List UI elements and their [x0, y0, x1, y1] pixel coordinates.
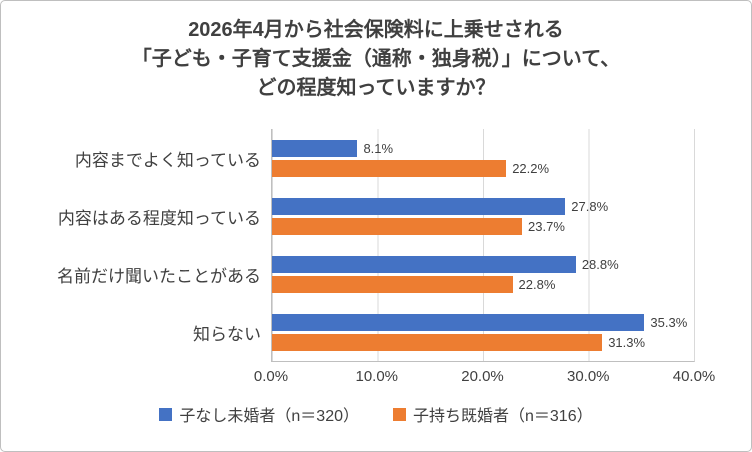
category-axis: 内容までよく知っている内容はある程度知っている 名前だけ聞いたことがある知らない — [1, 129, 271, 362]
category-label: 知らない — [193, 324, 261, 344]
chart-title: 2026年4月から社会保険料に上乗せされる 「子ども・子育て支援金（通称・独身税… — [131, 19, 621, 99]
bar-series-1 — [272, 255, 576, 273]
bar-row: 28.8% — [272, 255, 694, 273]
legend-swatch — [393, 407, 406, 421]
bar-group: 35.3% 31.3% — [272, 303, 694, 361]
bar-value-label: 27.8% — [571, 198, 609, 214]
bar-group: 8.1% 22.2% — [272, 129, 694, 187]
legend: 子なし未婚者（n＝320） 子持ち既婚者（n＝316） — [1, 402, 751, 426]
bar-row: 22.8% — [272, 275, 694, 293]
bar-row: 22.2% — [272, 159, 694, 177]
bar-value-label: 22.8% — [518, 276, 556, 292]
x-tick-label: 20.0% — [461, 368, 504, 385]
x-tick-label: 10.0% — [355, 368, 399, 385]
bar-row: 35.3% — [272, 313, 694, 331]
bar-series-1 — [272, 139, 358, 157]
bar-value-label: 28.8% — [581, 256, 619, 272]
bar-row: 23.7% — [272, 217, 694, 235]
chart-body: 内容までよく知っている 内容はある程度知っている 名前だけ聞いたことがある 知らない … — [1, 129, 751, 362]
bar-series-1 — [272, 313, 645, 331]
bar-row: 8.1% — [272, 139, 694, 157]
x-axis: 0.0% 10.0% 20.0% 30.0% 40.0% — [254, 368, 715, 390]
legend-label: 子なし未婚者（n＝320） — [179, 408, 359, 425]
bar-value-label: 23.7% — [528, 218, 565, 234]
bar-series-2 — [272, 275, 513, 293]
bar-series-2 — [272, 159, 507, 177]
bar-value-label: 8.1% — [363, 140, 394, 156]
legend-label: 子持ち既婚者（n＝316） — [413, 408, 593, 425]
category-label: 内容までよく知っている — [74, 150, 261, 170]
legend-item: 子持ち既婚者（n＝316） — [393, 402, 593, 426]
x-tick-label: 30.0% — [566, 368, 610, 385]
bar-value-label: 31.3% — [608, 334, 646, 350]
category-label: 名前だけ聞いたことがある — [57, 266, 261, 286]
x-tick-label: 40.0% — [672, 368, 716, 385]
legend-item: 子なし未婚者（n＝320） — [159, 402, 359, 426]
bar-row: 31.3% — [272, 333, 694, 351]
bar-value-label: 35.3% — [650, 314, 688, 330]
bar-series-2 — [272, 333, 603, 351]
bar-value-label: 22.2% — [512, 160, 550, 176]
plot-area: 8.1% 22.2% 27.8% 23.7% 28.8% 22.8% 35.3% 31.3% — [271, 129, 695, 362]
bar-row: 27.8% — [272, 197, 694, 215]
bar-group: 27.8% 23.7% — [272, 187, 694, 245]
x-tick-label: 0.0% — [253, 368, 289, 385]
category-label: 内容はある程度知っている — [57, 208, 261, 228]
legend-swatch — [159, 407, 173, 421]
bar-group: 28.8% 22.8% — [272, 245, 694, 303]
bar-series-2 — [272, 217, 523, 235]
bar-series-1 — [272, 197, 566, 215]
